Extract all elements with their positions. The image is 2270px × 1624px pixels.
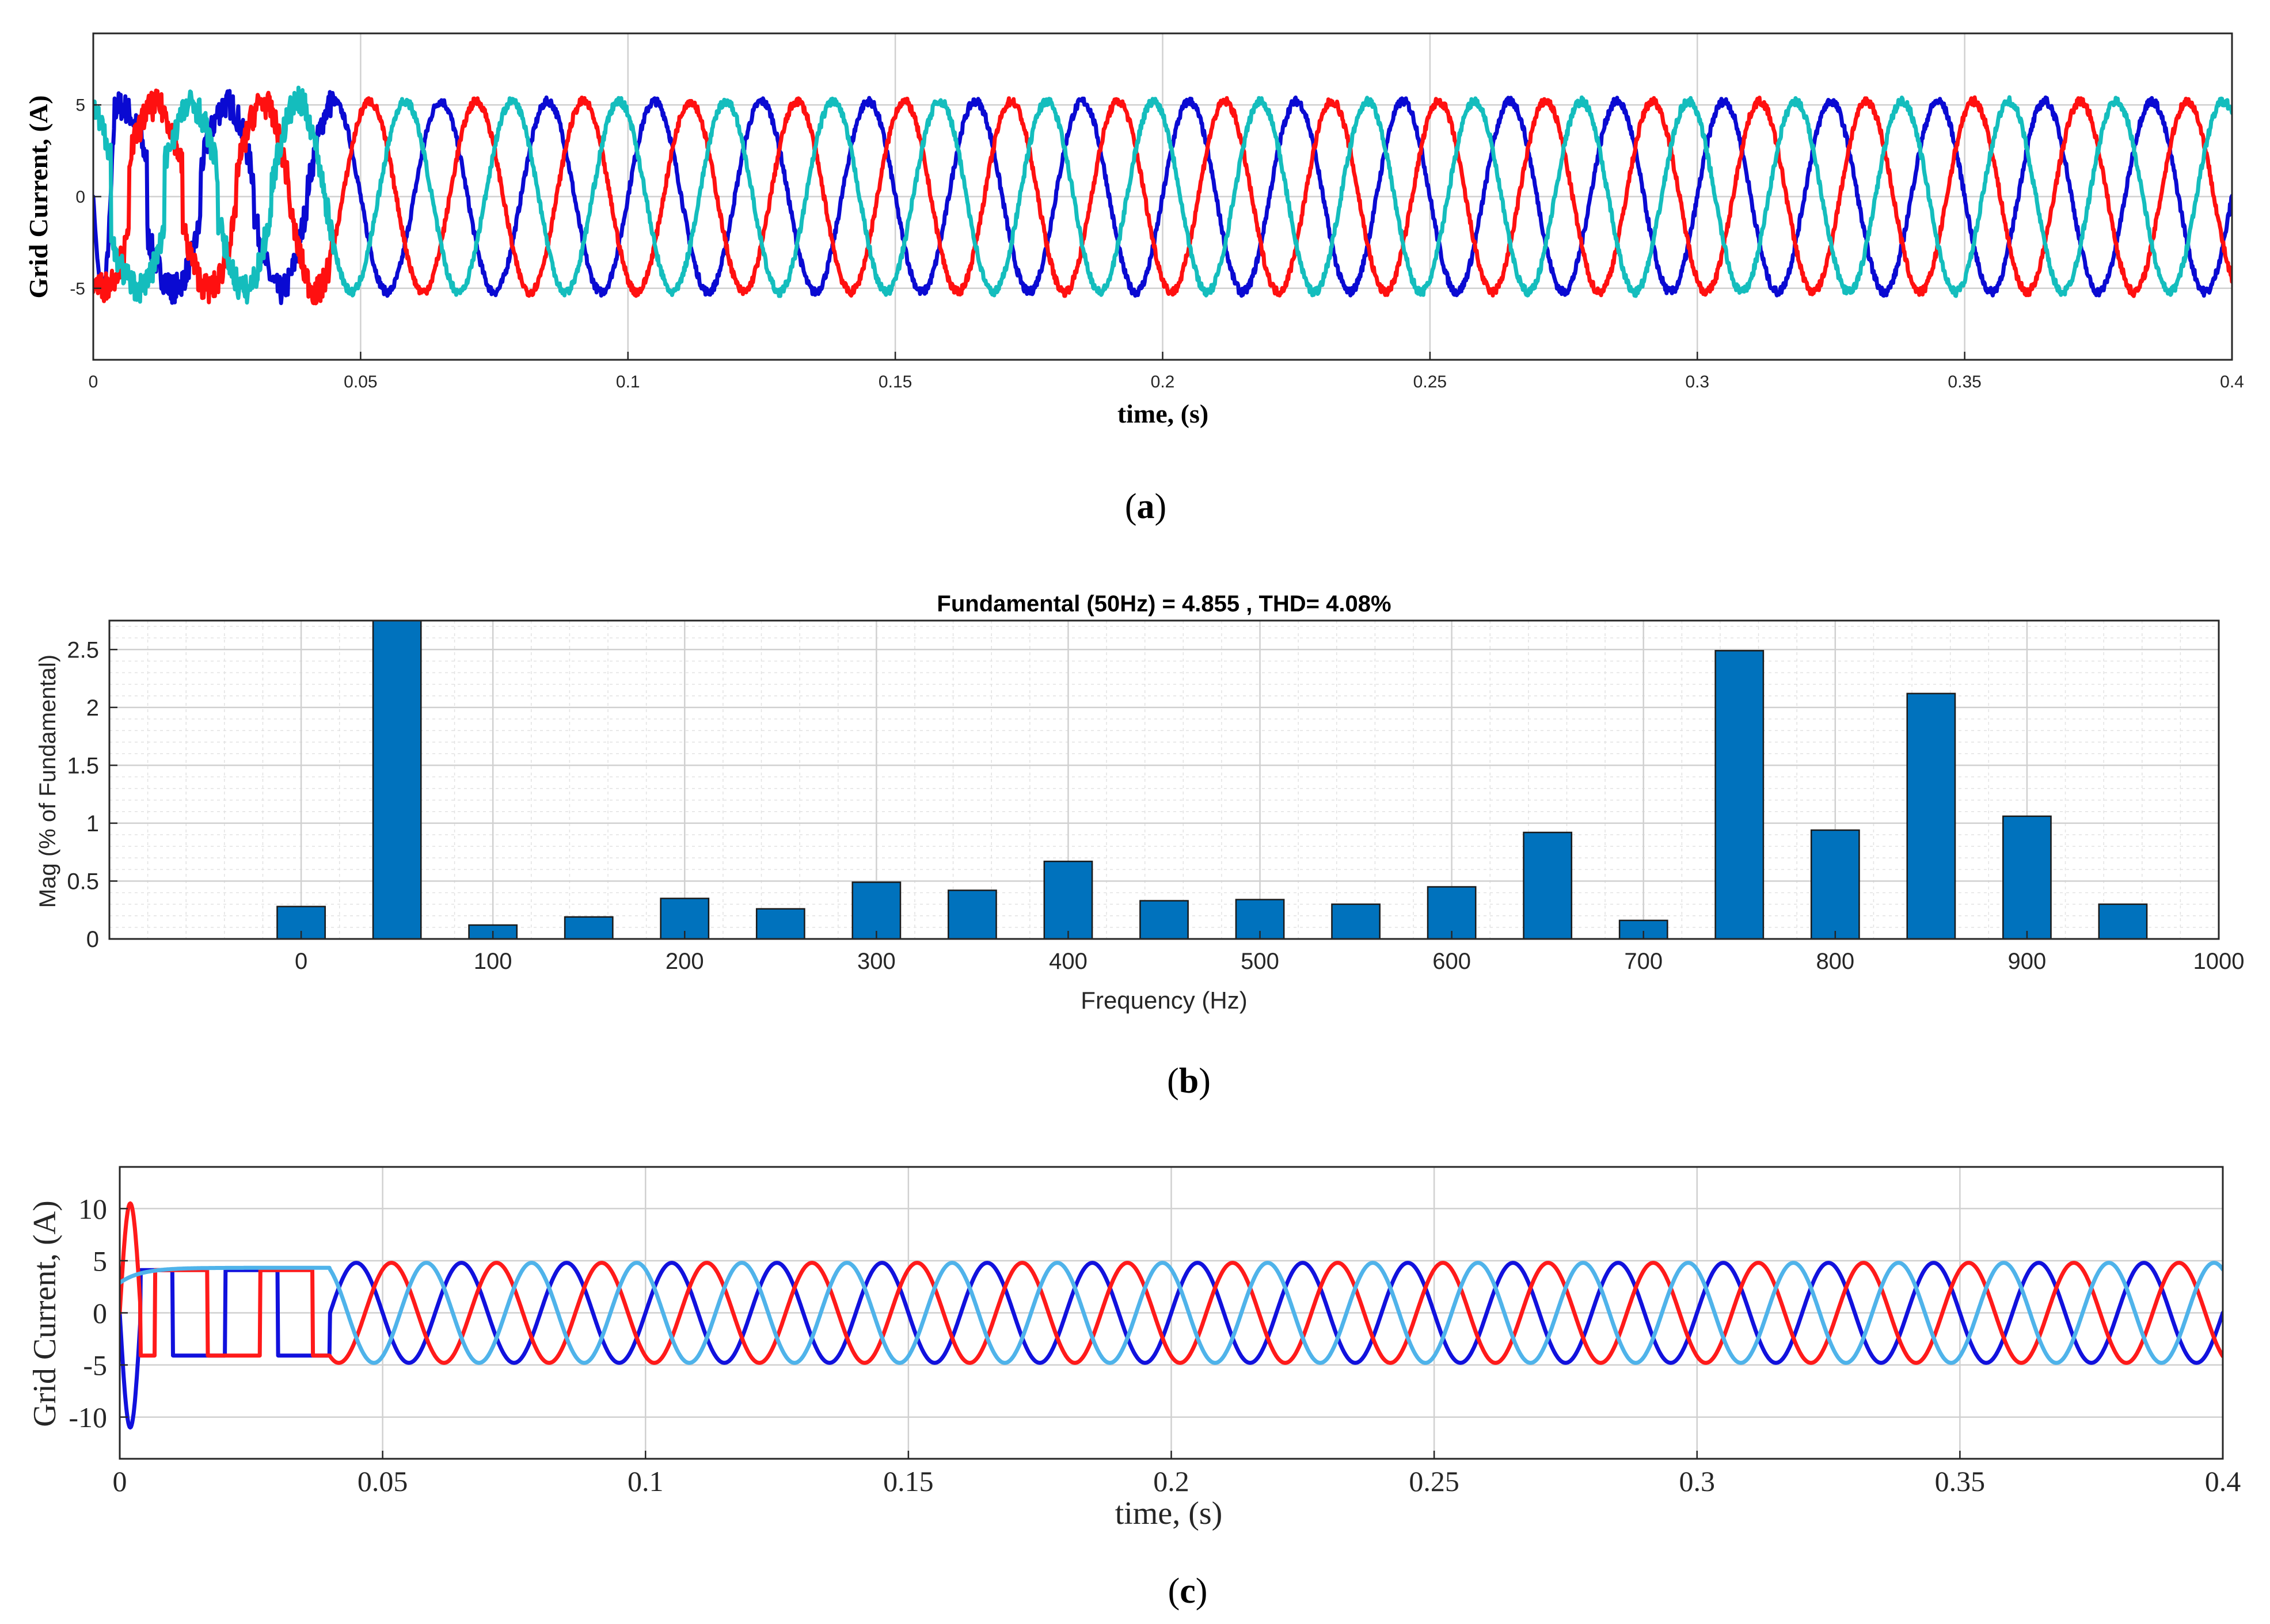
b-bar-250hz bbox=[755, 908, 805, 940]
c-series-phase-b bbox=[120, 1201, 2223, 1365]
b-y-tick-label: 0.5 bbox=[67, 869, 99, 894]
b-y-tick-label: 2.5 bbox=[67, 637, 99, 663]
panel-a-plot-area bbox=[93, 85, 2232, 306]
a-x-tick-label: 0.3 bbox=[1685, 372, 1709, 391]
b-bar-600hz bbox=[1427, 886, 1477, 940]
b-bar-800hz bbox=[1810, 829, 1860, 940]
c-y-tick-label: 10 bbox=[78, 1193, 107, 1225]
panel-b-harmonic-spectrum: Fundamental (50Hz) = 4.855 , THD= 4.08% … bbox=[35, 591, 2244, 1014]
b-bar-450hz bbox=[1139, 900, 1189, 940]
a-series-phase-b bbox=[93, 88, 2232, 306]
c-x-tick-label: 0.1 bbox=[628, 1465, 664, 1497]
c-series-phase-c bbox=[120, 1261, 2223, 1365]
b-y-tick-label: 2 bbox=[86, 695, 99, 721]
b-bar-550hz bbox=[1331, 903, 1381, 940]
panel-b-axes-border bbox=[108, 619, 2220, 940]
panel-b-bars bbox=[276, 619, 2148, 940]
a-x-tick-label: 0.25 bbox=[1413, 372, 1447, 391]
panel-a-caption: (a) bbox=[1125, 487, 1166, 526]
panel-a-series-group bbox=[93, 85, 2232, 306]
c-series-phase-a bbox=[120, 1261, 2223, 1430]
b-bar-950hz bbox=[2098, 903, 2148, 940]
c-y-tick-label: -5 bbox=[83, 1349, 107, 1382]
b-x-tick-label: 100 bbox=[474, 949, 512, 974]
c-x-tick-label: 0 bbox=[113, 1465, 127, 1497]
b-x-tick-label: 500 bbox=[1241, 949, 1279, 974]
c-y-tick-label: 5 bbox=[93, 1245, 107, 1277]
b-bar-350hz bbox=[948, 889, 997, 940]
b-x-tick-label: 1000 bbox=[2193, 949, 2245, 974]
panel-c-caption: (c) bbox=[1168, 1572, 1208, 1611]
panel-b-y-ticks: 0 0.5 1 1.5 2 2.5 bbox=[67, 637, 117, 952]
b-x-tick-label: 700 bbox=[1624, 949, 1663, 974]
panel-c-x-axis-label: time, (s) bbox=[1115, 1496, 1223, 1531]
a-y-tick-label: 5 bbox=[75, 96, 85, 115]
panel-a-x-ticks: 0 0.05 0.1 0.15 0.2 0.25 0.3 0.35 0.4 bbox=[89, 352, 2244, 391]
c-x-tick-label: 0.15 bbox=[883, 1465, 934, 1497]
a-series-phase-c bbox=[93, 85, 2232, 305]
panel-c-plot-area bbox=[120, 1201, 2223, 1430]
panel-a-y-axis-label: Grid Current, (A) bbox=[24, 95, 53, 298]
panel-a-caption-letter: a bbox=[1137, 487, 1155, 526]
b-x-tick-label: 800 bbox=[1816, 949, 1854, 974]
b-x-tick-label: 300 bbox=[857, 949, 896, 974]
panel-b-caption: (b) bbox=[1167, 1062, 1211, 1101]
a-x-tick-label: 0.15 bbox=[879, 372, 912, 391]
b-bar-300hz bbox=[851, 881, 902, 940]
a-series-phase-a bbox=[93, 89, 2232, 305]
panel-b-axes-frame bbox=[108, 619, 2220, 940]
b-bar-400hz bbox=[1043, 861, 1093, 940]
panel-b-y-axis-label: Mag (% of Fundamental) bbox=[35, 655, 60, 908]
b-x-tick-label: 200 bbox=[666, 949, 704, 974]
b-x-tick-label: 0 bbox=[295, 949, 307, 974]
a-x-tick-label: 0.05 bbox=[344, 372, 377, 391]
a-x-tick-label: 0 bbox=[89, 372, 98, 391]
a-x-tick-label: 0.35 bbox=[1948, 372, 1981, 391]
panel-a-grid-current-plot: 0 0.05 0.1 0.15 0.2 0.25 0.3 0.35 0.4 -5 0 5 time,… bbox=[24, 32, 2244, 428]
b-bar-850hz bbox=[1906, 693, 1956, 940]
panel-c-caption-letter: c bbox=[1180, 1572, 1196, 1611]
panel-b-x-ticks: 0 100 200 300 400 500 600 700 800 900 1000 bbox=[295, 931, 2245, 974]
b-bar-900hz bbox=[2002, 815, 2052, 940]
a-x-tick-label: 0.4 bbox=[2220, 372, 2244, 391]
b-bar-50hz bbox=[372, 619, 422, 940]
b-x-tick-label: 900 bbox=[2008, 949, 2047, 974]
b-y-tick-label: 1.5 bbox=[67, 753, 99, 778]
panel-c-x-ticks: 0 0.05 0.1 0.15 0.2 0.25 0.3 0.35 0.4 bbox=[113, 1451, 2241, 1497]
b-bar-750hz bbox=[1714, 650, 1765, 940]
panel-b-gridlines bbox=[109, 621, 2220, 940]
c-x-tick-label: 0.05 bbox=[358, 1465, 408, 1497]
panel-c-y-axis-label: Grid Current, (A) bbox=[27, 1200, 63, 1427]
b-y-tick-label: 0 bbox=[86, 927, 99, 952]
b-bar-650hz bbox=[1523, 831, 1573, 940]
panel-a-y-ticks: -5 0 5 bbox=[70, 96, 101, 298]
b-y-tick-label: 1 bbox=[86, 811, 99, 836]
panel-c-grid-current-plot: 0 0.05 0.1 0.15 0.2 0.25 0.3 0.35 0.4 -10-50510 … bbox=[27, 1166, 2241, 1531]
c-x-tick-label: 0.35 bbox=[1935, 1465, 1986, 1497]
panel-a-x-axis-label: time, (s) bbox=[1117, 399, 1208, 428]
b-bar-150hz bbox=[564, 916, 614, 940]
a-x-tick-label: 0.2 bbox=[1151, 372, 1175, 391]
c-y-tick-label: 0 bbox=[93, 1297, 107, 1329]
panel-c-y-ticks: -10 -5 0 5 10 bbox=[69, 1193, 128, 1433]
c-x-tick-label: 0.25 bbox=[1409, 1465, 1459, 1497]
c-x-tick-label: 0.2 bbox=[1153, 1465, 1189, 1497]
panel-c-series-group bbox=[120, 1201, 2223, 1430]
a-y-tick-label: -5 bbox=[70, 279, 85, 298]
b-x-tick-label: 600 bbox=[1432, 949, 1471, 974]
c-y-tick-label: -10 bbox=[69, 1401, 107, 1433]
panel-b-title: Fundamental (50Hz) = 4.855 , THD= 4.08% bbox=[937, 591, 1391, 617]
panel-b-caption-letter: b bbox=[1179, 1062, 1199, 1101]
c-x-tick-label: 0.4 bbox=[2205, 1465, 2241, 1497]
a-y-tick-label: 0 bbox=[75, 188, 85, 207]
a-x-tick-label: 0.1 bbox=[616, 372, 640, 391]
c-x-tick-label: 0.3 bbox=[1679, 1465, 1716, 1497]
panel-b-x-axis-label: Frequency (Hz) bbox=[1081, 987, 1247, 1014]
b-x-tick-label: 400 bbox=[1049, 949, 1088, 974]
